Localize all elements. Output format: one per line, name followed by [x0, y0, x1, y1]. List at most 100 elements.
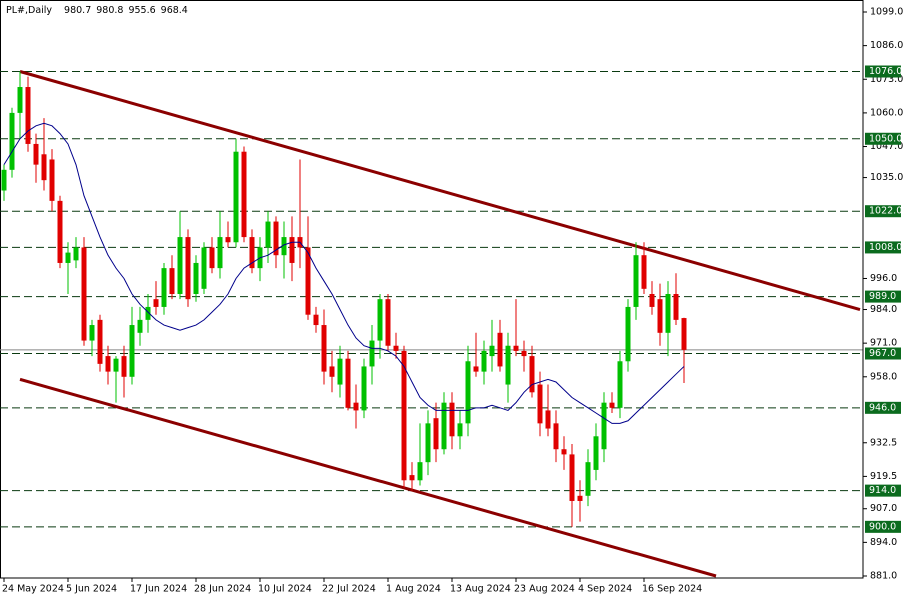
candle-body: [137, 319, 143, 333]
candle-body: [65, 252, 71, 263]
candle-body: [537, 384, 543, 424]
candle-body: [233, 151, 239, 243]
last-high: 980.8: [96, 5, 123, 16]
candle-body: [17, 87, 23, 113]
candle-body: [289, 237, 295, 263]
candle-body: [553, 423, 559, 450]
level-label-bg: [865, 520, 901, 533]
candle-body: [113, 358, 119, 372]
level-label-bg: [865, 132, 901, 145]
candle-body: [409, 475, 415, 481]
candle-body: [329, 366, 335, 377]
candle-body: [545, 410, 551, 429]
level-label: 967.0: [869, 348, 896, 359]
candle-body: [601, 402, 607, 450]
candle-body: [457, 423, 463, 437]
x-tick-label: 16 Sep 2024: [642, 584, 702, 595]
candle-body: [265, 221, 271, 248]
x-tick-label: 24 May 2024: [2, 584, 64, 595]
y-tick-label: 1047.0: [870, 141, 903, 152]
candle-body: [313, 314, 319, 326]
candle-body: [681, 318, 687, 350]
candle-body: [177, 237, 183, 294]
candle-body: [217, 237, 223, 269]
candle-body: [225, 237, 231, 243]
x-tick-label: 17 Jun 2024: [130, 584, 187, 595]
last-close: 968.4: [161, 5, 188, 16]
candle-body: [673, 294, 679, 320]
symbol: PL#,Daily: [6, 5, 52, 16]
candle-body: [377, 299, 383, 341]
candle-body: [657, 299, 663, 333]
candle-body: [529, 356, 535, 393]
x-tick-label: 5 Jun 2024: [66, 584, 117, 595]
y-tick-label: 1073.0: [870, 74, 903, 85]
candle-body: [161, 268, 167, 307]
y-tick-label: 1086.0: [870, 40, 903, 51]
candle-body: [561, 449, 567, 455]
x-tick-label: 13 Aug 2024: [450, 584, 511, 595]
candle-body: [273, 221, 279, 256]
candle-body: [473, 366, 479, 372]
y-tick-label: 1035.0: [870, 172, 903, 183]
level-label: 989.0: [869, 291, 896, 302]
candle-body: [489, 345, 495, 357]
plot-marks: [0, 70, 863, 578]
candle-body: [241, 151, 247, 238]
candle-body: [617, 361, 623, 408]
x-tick-label: 22 Jul 2024: [322, 584, 376, 595]
candle-body: [145, 306, 151, 320]
candle-body: [417, 462, 423, 481]
candle-body: [441, 402, 447, 450]
candle-body: [193, 262, 199, 294]
candle-body: [321, 325, 327, 372]
y-tick-label: 919.5: [870, 471, 897, 482]
level-label-bg: [865, 241, 901, 254]
y-tick-label: 1099.0: [870, 7, 903, 18]
candle-body: [281, 237, 287, 256]
candle-body: [425, 423, 431, 463]
level-label: 1022.0: [869, 206, 902, 217]
level-label-bg: [865, 65, 901, 78]
candle-body: [97, 319, 103, 364]
candle-body: [153, 299, 159, 307]
trendline: [19, 377, 717, 578]
candle-body: [569, 454, 575, 501]
candle-body: [209, 247, 215, 269]
candle-body: [369, 340, 375, 367]
level-label-bg: [865, 347, 901, 360]
candle-body: [521, 350, 527, 357]
candle-body: [57, 200, 63, 263]
y-tick-label: 907.0: [870, 503, 897, 514]
candle-body: [633, 255, 639, 307]
candle-body: [433, 418, 439, 450]
y-tick-label: 984.0: [870, 304, 897, 315]
candle-body: [89, 325, 95, 341]
y-tick-label: 894.0: [870, 537, 897, 548]
candle-body: [121, 356, 127, 377]
candle-body: [129, 325, 135, 377]
level-label-bg: [865, 290, 901, 303]
candle-body: [465, 361, 471, 424]
last-low: 955.6: [128, 5, 155, 16]
candle-body: [593, 436, 599, 470]
y-tick-label: 881.0: [870, 571, 897, 582]
x-tick-label: 1 Aug 2024: [386, 584, 441, 595]
level-label: 946.0: [869, 402, 896, 413]
level-label: 1008.0: [869, 242, 902, 253]
candle-body: [305, 247, 311, 315]
candle-body: [49, 159, 55, 201]
candle-body: [81, 247, 87, 341]
candle-body: [505, 345, 511, 385]
x-tick-label: 28 Jun 2024: [194, 584, 251, 595]
level-label: 1050.0: [869, 133, 902, 144]
y-tick-label: 996.0: [870, 273, 897, 284]
candle-body: [481, 350, 487, 372]
x-tick-label: 10 Jul 2024: [258, 584, 312, 595]
y-tick-label: 932.5: [870, 437, 897, 448]
x-tick-label: 23 Aug 2024: [514, 584, 575, 595]
candle-body: [361, 366, 367, 411]
candle-body: [337, 358, 343, 385]
candle-body: [9, 112, 15, 170]
